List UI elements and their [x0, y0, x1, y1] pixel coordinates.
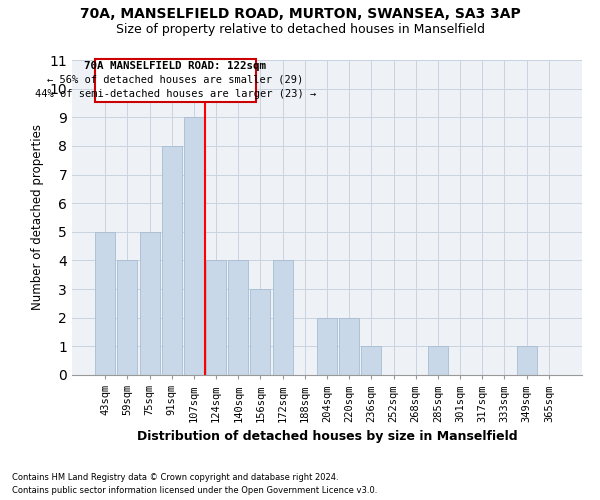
Bar: [95, 232, 115, 375]
Bar: [517, 346, 536, 375]
Bar: [272, 260, 293, 375]
Bar: [162, 146, 182, 375]
Bar: [250, 289, 271, 375]
Text: Contains public sector information licensed under the Open Government Licence v3: Contains public sector information licen…: [12, 486, 377, 495]
Text: 44% of semi-detached houses are larger (23) →: 44% of semi-detached houses are larger (…: [35, 89, 316, 99]
Text: Contains HM Land Registry data © Crown copyright and database right 2024.: Contains HM Land Registry data © Crown c…: [12, 474, 338, 482]
FancyBboxPatch shape: [95, 60, 256, 102]
Text: 70A, MANSELFIELD ROAD, MURTON, SWANSEA, SA3 3AP: 70A, MANSELFIELD ROAD, MURTON, SWANSEA, …: [80, 8, 520, 22]
Text: ← 56% of detached houses are smaller (29): ← 56% of detached houses are smaller (29…: [47, 75, 304, 85]
Bar: [140, 232, 160, 375]
Bar: [361, 346, 382, 375]
Text: Size of property relative to detached houses in Manselfield: Size of property relative to detached ho…: [115, 22, 485, 36]
Bar: [317, 318, 337, 375]
X-axis label: Distribution of detached houses by size in Manselfield: Distribution of detached houses by size …: [137, 430, 517, 443]
Bar: [206, 260, 226, 375]
Bar: [184, 118, 204, 375]
Text: 70A MANSELFIELD ROAD: 122sqm: 70A MANSELFIELD ROAD: 122sqm: [84, 61, 266, 71]
Bar: [228, 260, 248, 375]
Y-axis label: Number of detached properties: Number of detached properties: [31, 124, 44, 310]
Bar: [118, 260, 137, 375]
Bar: [428, 346, 448, 375]
Bar: [339, 318, 359, 375]
